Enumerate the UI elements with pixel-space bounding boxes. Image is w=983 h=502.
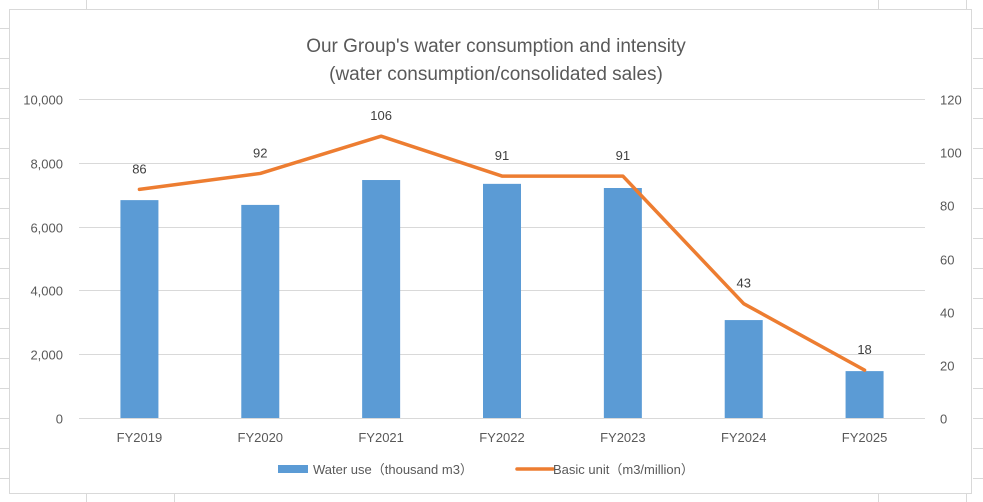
data-label-fy2021: 106 [370,108,392,123]
bar-fy2021[interactable] [362,180,401,418]
right-tick-label: 60 [940,253,954,268]
x-tick-label: FY2022 [479,430,525,445]
right-tick-label: 40 [940,306,954,321]
data-label-fy2020: 92 [253,145,267,160]
x-tick-label: FY2024 [721,430,767,445]
right-axis: 0 20 40 60 80 100 120 [940,93,962,427]
legend: Water use（thousand m3） Basic unit（m3/mil… [278,462,694,477]
left-tick-label: 0 [56,412,63,427]
line-series: 86 92 106 91 91 43 18 [132,108,872,372]
left-tick-label: 2,000 [30,348,63,363]
x-tick-label: FY2021 [358,430,404,445]
right-tick-label: 0 [940,412,947,427]
left-tick-label: 6,000 [30,221,63,236]
data-label-fy2023: 91 [616,148,630,163]
right-tick-label: 20 [940,359,954,374]
right-tick-label: 100 [940,146,962,161]
left-tick-label: 8,000 [30,157,63,172]
bar-fy2022[interactable] [483,183,521,418]
bar-fy2020[interactable] [241,204,280,418]
legend-swatch-water-use [278,465,308,473]
x-tick-label: FY2020 [238,430,284,445]
data-label-fy2024: 43 [736,276,750,291]
left-tick-label: 4,000 [30,284,63,299]
bar-fy2025[interactable] [845,371,884,418]
data-label-fy2019: 86 [132,161,146,176]
bar-fy2023[interactable] [603,188,642,418]
bar-series [120,180,884,418]
legend-label-basic-unit: Basic unit（m3/million） [553,462,694,477]
bar-fy2024[interactable] [724,320,763,418]
x-tick-label: FY2023 [600,430,646,445]
x-tick-label: FY2019 [117,430,163,445]
x-axis: FY2019 FY2020 FY2021 FY2022 FY2023 FY2024 FY20… [117,430,888,445]
x-tick-label: FY2025 [842,430,888,445]
right-tick-label: 120 [940,93,962,108]
bar-fy2019[interactable] [120,200,159,418]
legend-label-water-use: Water use（thousand m3） [313,462,473,477]
data-label-fy2022: 91 [495,148,509,163]
left-axis: 0 2,000 4,000 6,000 8,000 10,000 [23,93,63,427]
data-label-fy2025: 18 [857,342,871,357]
right-tick-label: 80 [940,199,954,214]
chart-title: Our Group's water consumption and intens… [306,36,686,57]
left-tick-label: 10,000 [23,93,63,108]
chart-subtitle: (water consumption/consolidated sales) [329,64,663,85]
